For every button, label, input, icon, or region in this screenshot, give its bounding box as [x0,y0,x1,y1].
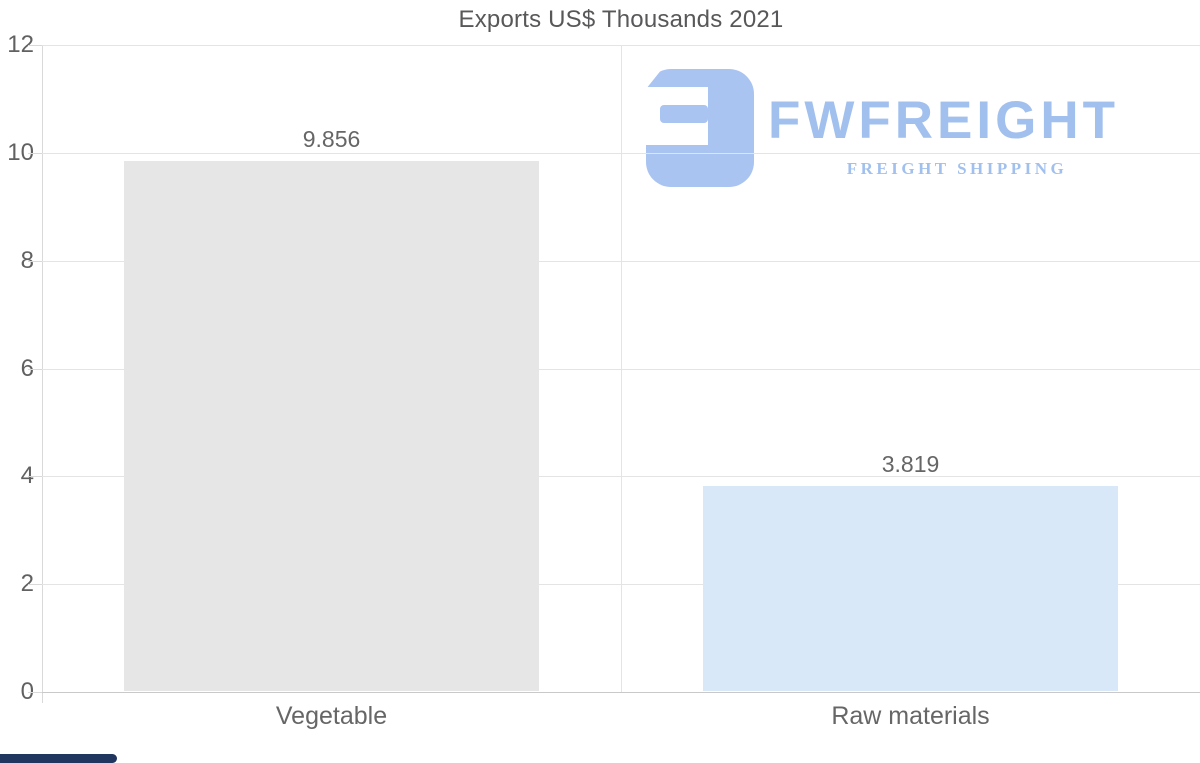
y-tick-label-12: 12 [7,31,34,58]
bar-slot-0: 9.856 [42,45,621,692]
x-axis: Vegetable Raw materials [42,701,1200,737]
bar-value-label-1: 3.819 [881,451,940,478]
y-tick-mark-12 [28,45,42,46]
plot-area: 9.856 3.819 [28,45,1200,703]
y-tick-label-0: 0 [20,678,34,705]
y-tick-label-8: 8 [20,246,34,274]
bottom-accent-bar [0,754,117,763]
x-category-label-0: Vegetable [275,702,388,730]
y-tick-mark-10 [28,152,42,154]
logo-text: FWFREIGHT FREIGHT SHIPPING [768,94,1146,179]
chart-title: Exports US$ Thousands 2021 [458,6,784,33]
y-tick-mark-4 [28,476,42,478]
bar-slot-1: 3.819 [621,45,1200,692]
logo-tagline-text: FREIGHT SHIPPING [846,159,1068,178]
bar-vegetable [123,160,540,691]
y-tick-label-2: 2 [20,570,34,598]
y-tick-label-6: 6 [20,354,34,382]
y-tick-mark-6 [28,368,42,370]
y-axis-line [42,45,43,703]
gridline-y-0 [42,692,1200,693]
y-tick-mark-8 [28,260,42,262]
gridline-x-divider-1 [621,45,622,692]
logo-brand-text: FWFREIGHT [768,91,1119,150]
bar-raw-materials [702,486,1119,691]
x-category-label-1: Raw materials [831,702,990,730]
bar-value-label-0: 9.856 [302,125,361,152]
y-tick-mark-2 [28,584,42,586]
y-tick-mark-0 [28,692,42,693]
y-tick-label-10: 10 [7,138,34,166]
fwfreight-logo-icon [646,69,754,187]
y-tick-label-4: 4 [20,462,34,490]
y-axis: 0 2 4 6 8 10 12 [0,33,34,704]
